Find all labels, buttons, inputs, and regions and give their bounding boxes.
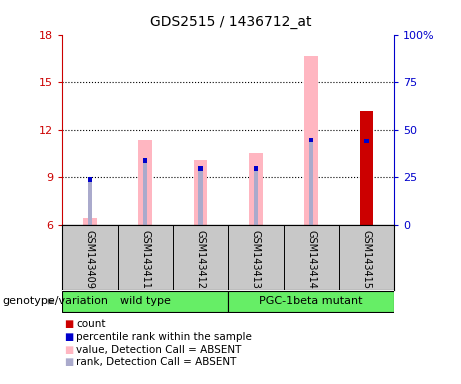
Bar	[198, 169, 203, 225]
Text: GSM143415: GSM143415	[361, 230, 372, 289]
Text: count: count	[76, 319, 106, 329]
Text: percentile rank within the sample: percentile rank within the sample	[76, 332, 252, 342]
Bar	[364, 139, 369, 143]
Bar	[88, 179, 92, 225]
Text: ■: ■	[65, 358, 74, 367]
Text: genotype/variation: genotype/variation	[2, 296, 108, 306]
Bar	[304, 56, 318, 225]
Bar	[88, 177, 92, 182]
Text: rank, Detection Call = ABSENT: rank, Detection Call = ABSENT	[76, 358, 236, 367]
Text: GSM143414: GSM143414	[306, 230, 316, 289]
Text: ■: ■	[65, 345, 74, 355]
Bar	[249, 152, 263, 225]
Text: ■: ■	[65, 319, 74, 329]
Text: PGC-1beta mutant: PGC-1beta mutant	[260, 296, 363, 306]
Bar	[228, 291, 394, 312]
Text: ■: ■	[65, 332, 74, 342]
Bar	[360, 111, 373, 225]
Bar	[143, 161, 148, 225]
Text: GSM143413: GSM143413	[251, 230, 261, 289]
Text: GSM143409: GSM143409	[85, 230, 95, 289]
Text: wild type: wild type	[120, 296, 171, 306]
Bar	[194, 161, 207, 225]
Text: GSM143411: GSM143411	[140, 230, 150, 289]
Text: GDS2515 / 1436712_at: GDS2515 / 1436712_at	[150, 15, 311, 29]
Bar	[198, 166, 203, 171]
Text: GSM143412: GSM143412	[195, 230, 206, 289]
Bar	[309, 140, 313, 225]
Bar	[309, 137, 313, 142]
Text: value, Detection Call = ABSENT: value, Detection Call = ABSENT	[76, 345, 242, 355]
Bar	[254, 166, 258, 171]
Bar	[143, 158, 148, 163]
Bar	[138, 140, 152, 225]
Bar	[83, 218, 97, 225]
Bar	[62, 291, 228, 312]
Bar	[254, 169, 258, 225]
